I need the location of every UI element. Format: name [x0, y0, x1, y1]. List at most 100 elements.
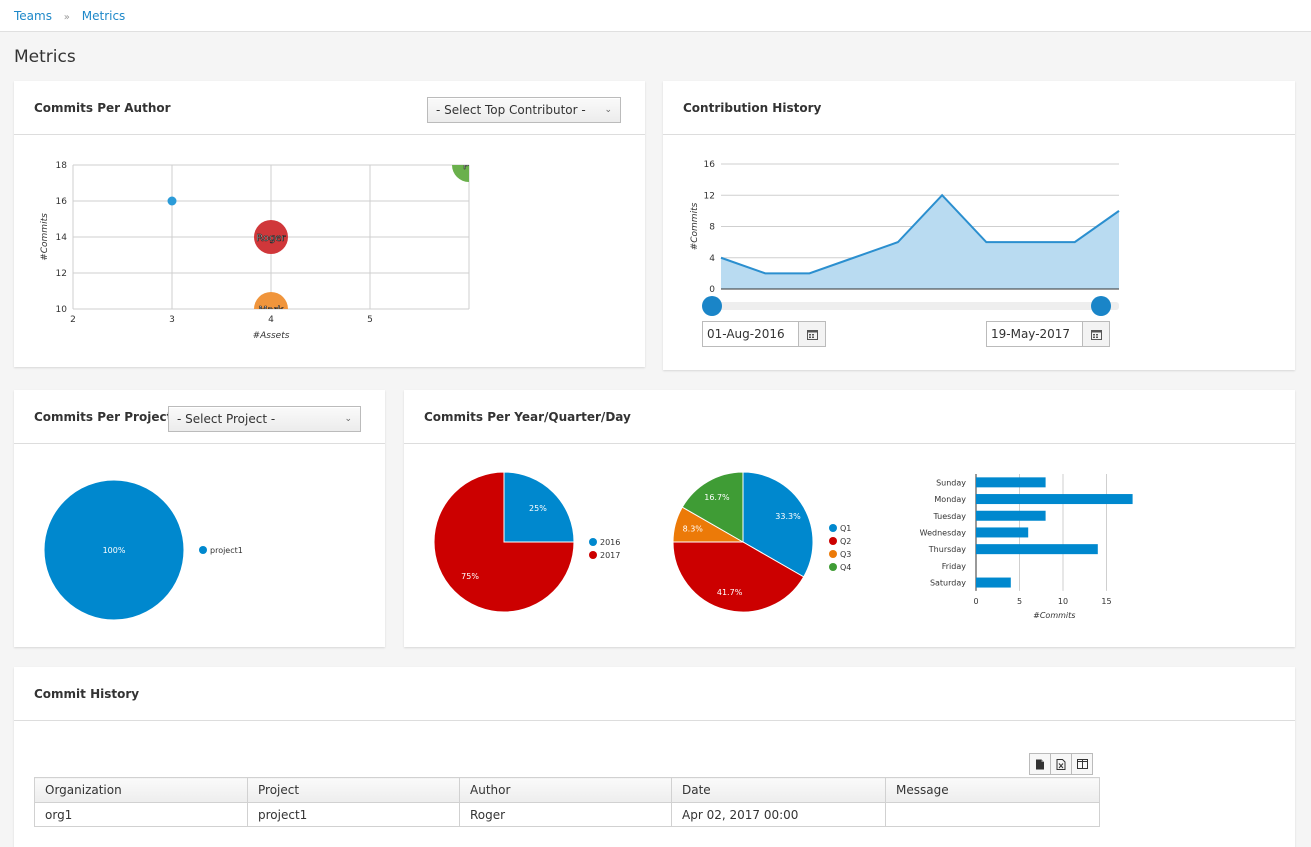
commit-history-table: Organization Project Author Date Message…: [34, 777, 1100, 827]
quarter-pie-slice-label: 33.3%: [775, 512, 801, 521]
project-pie-chart: 100% project1: [43, 479, 243, 621]
quarter-pie-slice-label: 8.3%: [683, 525, 704, 534]
point-label: Roger: [256, 233, 286, 244]
point-label: Mark: [259, 305, 284, 316]
legend-label: Q3: [840, 550, 851, 559]
y-tick-label: 10: [56, 305, 68, 315]
category-label: Monday: [934, 495, 966, 504]
day-bar[interactable]: [976, 577, 1011, 588]
y-axis-title: #Commits: [40, 213, 50, 261]
area-line[interactable]: [720, 193, 1120, 275]
day-bar[interactable]: [976, 494, 1133, 505]
quarter-pie-slice[interactable]: [742, 471, 814, 578]
quarter-pie-slice[interactable]: [672, 541, 805, 613]
cell-message: [885, 802, 1100, 827]
legend-marker: [829, 524, 837, 532]
day-bar[interactable]: [976, 510, 1046, 521]
legend-marker: [589, 538, 597, 546]
x-tick-label: 3: [169, 315, 175, 325]
commits-per-project-title: Commits Per Project: [34, 409, 173, 424]
slider-handle-start[interactable]: [702, 296, 722, 316]
cell-project: project1: [247, 802, 460, 827]
contribution-history-chart: 0 4 8 12 16 #Commits: [690, 160, 1120, 295]
y-tick-label: 16: [704, 160, 716, 170]
calendar-icon[interactable]: [1082, 322, 1109, 346]
legend-marker: [829, 563, 837, 571]
date-range-slider-track[interactable]: [713, 302, 1119, 310]
category-label: Sunday: [936, 478, 966, 487]
chevron-down-icon: ⌄: [344, 414, 352, 424]
table-row[interactable]: org1 project1 Roger Apr 02, 2017 00:00: [34, 802, 1100, 827]
end-date-input[interactable]: 19-May-2017: [986, 321, 1110, 347]
commits-per-period-card: Commits Per Year/Quarter/Day 25% 75% 2016 2…: [404, 390, 1295, 647]
column-header-author[interactable]: Author: [459, 777, 672, 803]
category-label: Saturday: [930, 579, 966, 588]
day-bar[interactable]: [976, 544, 1098, 555]
x-tick-label: 15: [1101, 597, 1111, 606]
point-label: Pe: [463, 161, 475, 172]
year-pie-slice[interactable]: [433, 471, 575, 613]
project-pie-slice[interactable]: [43, 479, 185, 621]
y-axis-title: #Commits: [690, 202, 700, 250]
quarter-pie-slice-label: 41.7%: [717, 588, 743, 597]
legend-marker: [589, 551, 597, 559]
year-pie-slice-label: 75%: [461, 572, 479, 581]
x-axis-title: #Commits: [1033, 611, 1075, 620]
year-pie-slice[interactable]: [503, 471, 575, 543]
legend-marker: [829, 550, 837, 558]
column-header-organization[interactable]: Organization: [34, 777, 248, 803]
project-select-value: - Select Project -: [177, 412, 276, 426]
project-pie-slice-label: 100%: [103, 546, 126, 555]
column-selector-icon[interactable]: [1071, 753, 1093, 775]
category-label: Friday: [942, 562, 967, 571]
x-tick-label: 4: [268, 315, 274, 325]
project-select[interactable]: - Select Project - ⌄: [168, 406, 361, 432]
column-header-date[interactable]: Date: [671, 777, 886, 803]
scatter-point[interactable]: [254, 292, 288, 326]
legend-label: project1: [210, 546, 243, 555]
contribution-history-card: Contribution History 0 4 8 12 16 #Commits 01-…: [663, 81, 1295, 370]
column-header-project[interactable]: Project: [247, 777, 460, 803]
calendar-icon[interactable]: [798, 322, 825, 346]
start-date-input[interactable]: 01-Aug-2016: [702, 321, 826, 347]
x-axis-title: #Assets: [253, 331, 290, 341]
y-tick-label: 18: [56, 161, 68, 171]
x-tick-label: 5: [1017, 597, 1022, 606]
quarter-pie-slice[interactable]: [681, 471, 744, 543]
category-label: Wednesday: [920, 528, 967, 537]
chevron-down-icon: ⌄: [604, 105, 612, 115]
end-date-value: 19-May-2017: [991, 327, 1071, 341]
export-csv-icon[interactable]: [1029, 753, 1051, 775]
category-label: Thursday: [928, 545, 966, 554]
commit-history-card: Commit History Organization Project Auth…: [14, 667, 1295, 847]
breadcrumb: Teams » Metrics: [0, 0, 1311, 32]
table-toolbar: [1029, 753, 1093, 775]
scatter-point[interactable]: [167, 196, 177, 206]
commits-per-period-title: Commits Per Year/Quarter/Day: [424, 409, 631, 424]
breadcrumb-teams-link[interactable]: Teams: [14, 9, 52, 23]
day-bar[interactable]: [976, 527, 1029, 538]
year-pie-slice-label: 25%: [529, 504, 547, 513]
commits-per-project-card: Commits Per Project - Select Project - ⌄…: [14, 390, 385, 647]
breadcrumb-metrics-link[interactable]: Metrics: [81, 9, 126, 23]
y-tick-label: 4: [709, 254, 715, 264]
legend-marker: [199, 546, 207, 554]
x-tick-label: 0: [973, 597, 978, 606]
slider-handle-end[interactable]: [1091, 296, 1111, 316]
y-tick-label: 16: [56, 197, 68, 207]
export-excel-icon[interactable]: [1050, 753, 1072, 775]
cell-organization: org1: [34, 802, 248, 827]
day-bar[interactable]: [976, 477, 1046, 488]
scatter-point[interactable]: [254, 220, 288, 254]
column-header-message[interactable]: Message: [885, 777, 1100, 803]
top-contributor-select[interactable]: - Select Top Contributor - ⌄: [427, 97, 621, 123]
scatter-point[interactable]: [452, 148, 486, 182]
commit-history-title: Commit History: [34, 686, 140, 701]
breadcrumb-separator: »: [63, 12, 70, 23]
commits-per-author-chart: 10 12 14 16 18 2 3 4 5 #Assets #Commits Roger Mark Pe: [40, 148, 486, 341]
top-contributor-select-value: - Select Top Contributor -: [436, 103, 586, 117]
legend-label: Q4: [840, 563, 851, 572]
commits-per-author-title: Commits Per Author: [34, 100, 171, 115]
y-tick-label: 14: [56, 233, 68, 243]
commits-per-author-card: Commits Per Author - Select Top Contribu…: [14, 81, 645, 367]
